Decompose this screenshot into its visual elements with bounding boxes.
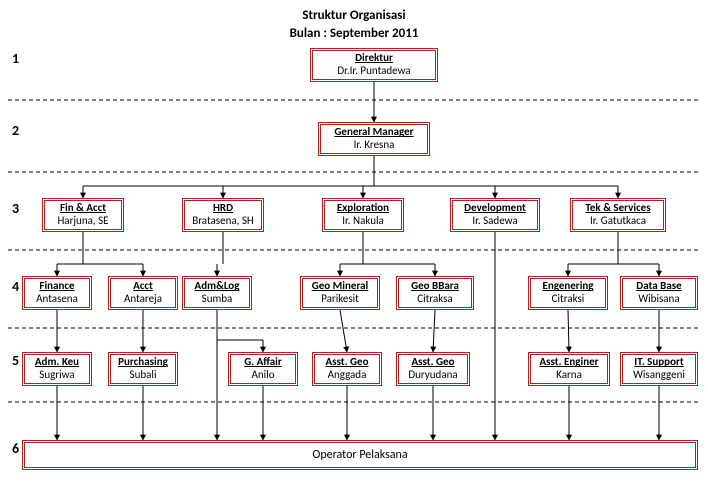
node-direktur-person: Dr.Ir. Puntadewa (313, 65, 435, 78)
node-eng: EngeneringCitraksi (528, 276, 608, 310)
node-finance-person: Antasena (25, 293, 89, 306)
node-asstgeo2-person: Duryudana (399, 369, 467, 382)
node-asstgeo1-person: Anggada (315, 369, 379, 382)
node-exp-person: Ir. Nakula (325, 215, 401, 228)
row-label-2: 2 (12, 122, 19, 139)
node-hrd-person: Bratasena, SH (185, 215, 261, 228)
node-purch-person: Subali (111, 369, 175, 382)
node-tek: Tek & ServicesIr. Gatutkaca (570, 198, 666, 232)
node-acct-person: Antareja (111, 293, 175, 306)
node-gaffair: G. AffairAnilo (228, 352, 298, 386)
node-tek-person: Ir. Gatutkaca (573, 215, 663, 228)
node-db: Data BaseWibisana (620, 276, 698, 310)
row-label-1: 1 (12, 50, 19, 67)
node-assteng: Asst. EnginerKarna (528, 352, 610, 386)
node-itsup: IT. SupportWisanggeni (620, 352, 698, 386)
node-dev-person: Ir. Sadewa (453, 215, 537, 228)
node-assteng-person: Karna (531, 369, 607, 382)
node-dev: DevelopmentIr. Sadewa (450, 198, 540, 232)
node-finance: FinanceAntasena (22, 276, 92, 310)
node-geobb-person: Citraksa (399, 293, 471, 306)
node-fin-person: Harjuna, SE (45, 215, 121, 228)
node-exp: ExplorationIr. Nakula (322, 198, 404, 232)
node-fin: Fin & AcctHarjuna, SE (42, 198, 124, 232)
node-eng-person: Citraksi (531, 293, 605, 306)
node-gaffair-person: Anilo (231, 369, 295, 382)
title-line2: Bulan : September 2011 (0, 26, 708, 41)
row-label-4: 4 (12, 278, 19, 295)
node-acct: AcctAntareja (108, 276, 178, 310)
node-itsup-person: Wisanggeni (623, 369, 695, 382)
operator-box: Operator Pelaksana (22, 440, 698, 470)
node-asstgeo2: Asst. GeoDuryudana (396, 352, 470, 386)
node-admkeu: Adm. KeuSugriwa (22, 352, 92, 386)
node-admlog: Adm&LogSumba (182, 276, 252, 310)
title-line1: Struktur Organisasi (0, 8, 708, 23)
node-admlog-person: Sumba (185, 293, 249, 306)
row-label-6: 6 (12, 440, 19, 457)
node-hrd: HRDBratasena, SH (182, 198, 264, 232)
node-asstgeo1: Asst. GeoAnggada (312, 352, 382, 386)
node-purch: PurchasingSubali (108, 352, 178, 386)
node-geobb: Geo BBaraCitraksa (396, 276, 474, 310)
node-geomin-person: Parikesit (303, 293, 377, 306)
node-gm: General ManagerIr. Kresna (318, 122, 430, 156)
node-gm-person: Ir. Kresna (321, 139, 427, 152)
row-label-5: 5 (12, 352, 19, 369)
row-label-3: 3 (12, 200, 19, 217)
node-admkeu-person: Sugriwa (25, 369, 89, 382)
node-direktur: DirekturDr.Ir. Puntadewa (310, 48, 438, 82)
node-db-person: Wibisana (623, 293, 695, 306)
node-geomin: Geo MineralParikesit (300, 276, 380, 310)
